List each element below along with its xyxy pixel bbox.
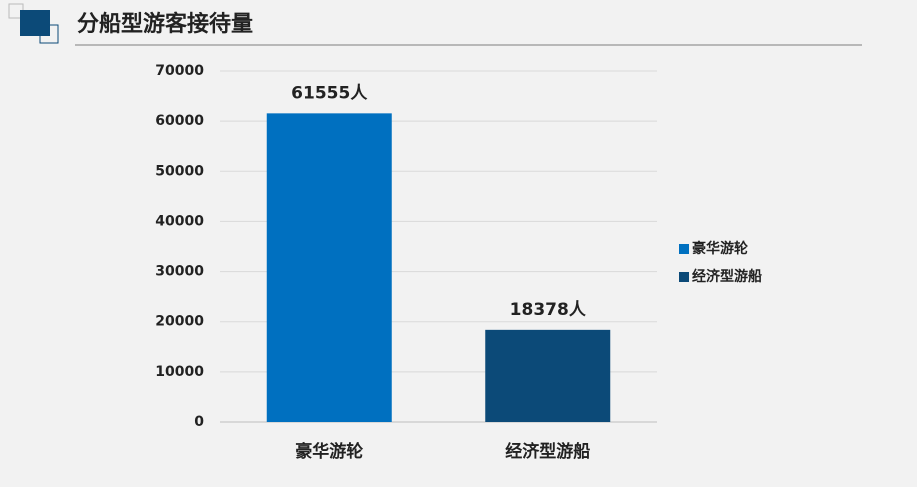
legend-label: 豪华游轮 [692,240,748,257]
x-tick-label: 豪华游轮 [295,441,363,462]
chart-title: 分船型游客接待量 [77,11,253,37]
legend-swatch [679,244,689,254]
x-tick-label: 经济型游船 [505,441,590,462]
legend-label: 经济型游船 [692,268,762,285]
y-tick-label: 60000 [155,113,204,129]
y-tick-label: 70000 [155,63,204,79]
y-tick-label: 20000 [155,314,204,330]
legend-swatch [679,272,689,282]
y-tick-label: 0 [194,414,204,430]
bar [485,329,611,422]
y-tick-label: 10000 [155,364,204,380]
icon-square [20,10,50,36]
y-tick-label: 40000 [155,213,204,229]
icon-outline [39,24,59,44]
y-tick-label: 30000 [155,264,204,280]
bar [266,113,392,422]
y-tick-label: 50000 [155,163,204,179]
data-label: 18378人 [510,300,587,320]
data-label: 61555人 [291,83,368,103]
